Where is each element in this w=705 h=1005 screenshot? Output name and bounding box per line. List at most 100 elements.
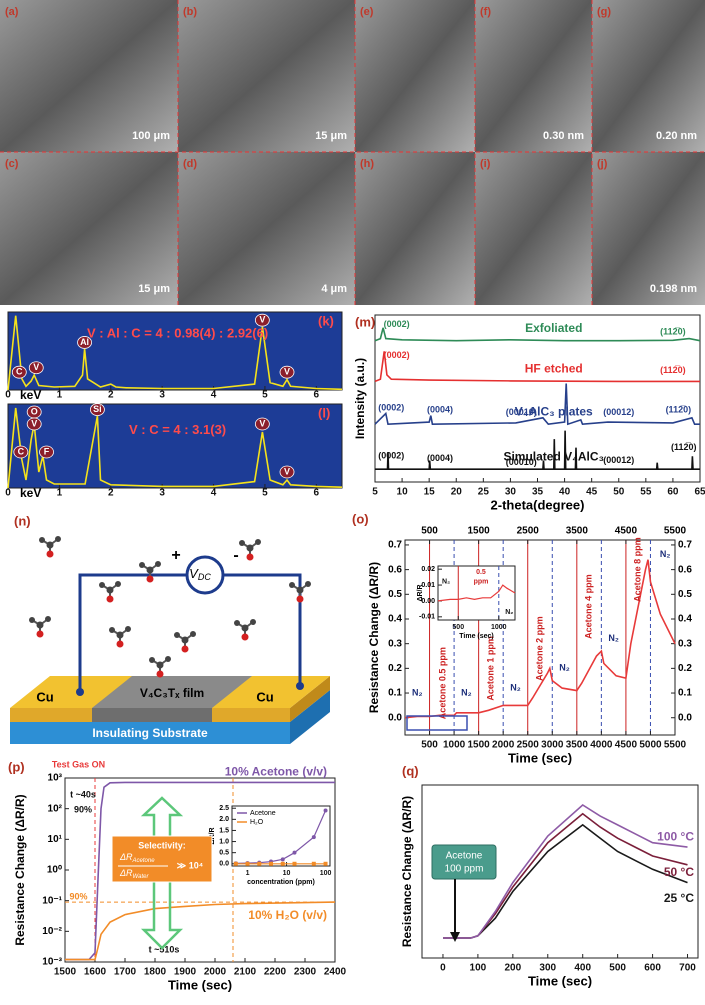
fraction-subscript: Acetone [132, 858, 156, 864]
micrograph [178, 152, 355, 305]
x-tick-label: 2 [108, 390, 114, 401]
x-tick-label: 55 [640, 487, 652, 498]
x-tick-label: 1000 [491, 624, 507, 631]
y-tick-label: 0.4 [388, 614, 402, 625]
x-tick-label: 0 [5, 390, 11, 401]
x-tick-label: 1600 [84, 967, 107, 978]
panel-label: (b) [183, 6, 197, 18]
peak-badge [279, 465, 295, 479]
annotation: V [259, 315, 265, 325]
y-tick-label: 1.0 [219, 838, 229, 845]
point [280, 861, 285, 866]
molecule [28, 615, 52, 639]
panel-label: (c) [5, 158, 19, 170]
callout-text: Acetone [446, 851, 483, 862]
micrograph [355, 152, 475, 305]
contact [296, 682, 304, 690]
x2-tick-label: 500 [421, 526, 438, 537]
x-tick-label: 60 [667, 487, 679, 498]
y2-tick-label: 0.5 [678, 589, 692, 600]
source-subscript: DC [198, 572, 211, 582]
x-tick-label: 1500 [54, 967, 77, 978]
x-tick-label: 10 [283, 870, 291, 877]
scale-label: 15 μm [138, 283, 170, 295]
molecule [98, 580, 122, 604]
x-tick-label: 1 [57, 390, 63, 401]
source-symbol: V [189, 566, 199, 581]
x-tick-label: 2300 [294, 967, 317, 978]
y-axis-label: Resistance Change (ΔR/R) [367, 562, 381, 713]
molecule [238, 538, 262, 562]
x-axis-label: Time (sec) [459, 633, 494, 640]
x-axis-label: keV [20, 388, 41, 402]
panel-label: (m) [355, 314, 375, 329]
y-tick-label: 10⁻¹ [42, 895, 62, 906]
y-tick-label: 0.6 [388, 564, 402, 575]
legend-label: H₂O [250, 819, 264, 826]
micrograph [592, 0, 705, 152]
y2-tick-label: 0.7 [678, 540, 692, 551]
y-tick-label: -0.01 [419, 614, 435, 621]
panel-label: (k) [318, 313, 334, 328]
x-tick-label: 3500 [566, 740, 589, 751]
minus: - [233, 547, 238, 564]
x-tick-label: 700 [679, 963, 696, 974]
y-tick-label: 2.0 [219, 816, 229, 823]
panel-label: (h) [360, 158, 374, 170]
point [233, 861, 238, 866]
x-tick-label: 400 [574, 963, 591, 974]
scale-label: 0.30 nm [543, 130, 584, 142]
x-tick-label: 15 [424, 487, 436, 498]
scale-label: 0.198 nm [650, 283, 697, 295]
point [292, 861, 297, 866]
micrograph [592, 152, 705, 305]
annotation: V : C = 4 : 3.1(3) [129, 422, 226, 437]
panel-label: (n) [14, 513, 31, 528]
annotation: C [18, 446, 25, 456]
annotation: Acetone 2 ppm [534, 616, 544, 681]
y-tick-label: 0.0 [219, 861, 229, 868]
y-tick-label: 1.5 [219, 827, 229, 834]
panel-label: (q) [402, 763, 419, 778]
annotation: t ~510s [149, 945, 180, 955]
electrode-label: Cu [256, 689, 273, 704]
x-tick-label: 5500 [664, 740, 687, 751]
panel-label: (d) [183, 158, 197, 170]
x-tick-label: 300 [539, 963, 556, 974]
y-tick-label: 0.3 [388, 638, 402, 649]
peak-badge [90, 403, 105, 417]
annotation: (0004) [427, 453, 453, 463]
y-tick-label: 10¹ [48, 834, 63, 845]
point [245, 861, 250, 866]
molecule [173, 630, 197, 654]
series-label: 10% Acetone (v/v) [225, 765, 327, 779]
x-tick-label: 2000 [492, 740, 515, 751]
x-tick-label: 6 [314, 390, 320, 401]
x-tick-label: 5000 [639, 740, 662, 751]
x-axis-label: 2-theta(degree) [491, 497, 585, 512]
electrode-label: Cu [36, 689, 53, 704]
x2-tick-label: 2500 [517, 526, 540, 537]
annotation: N₂ [510, 682, 521, 692]
x-tick-label: 5 [262, 488, 268, 499]
y2-tick-label: 0.0 [678, 712, 692, 723]
substrate-side [290, 690, 330, 744]
y-tick-label: 0.0 [388, 712, 402, 723]
peak-badge [13, 445, 29, 459]
x-tick-label: 200 [504, 963, 521, 974]
peak-badge [11, 365, 27, 379]
x-tick-label: 1500 [468, 740, 491, 751]
fraction-term: ΔRAcetone [119, 852, 155, 863]
y-axis-label: Resistance Change (ΔR/R) [13, 794, 27, 945]
y-tick-label: 0.5 [388, 589, 402, 600]
film [92, 676, 252, 708]
annotation: V [284, 367, 290, 377]
x2-tick-label: 3500 [566, 526, 589, 537]
annotation: (00012) [603, 455, 634, 465]
peak-badge [26, 417, 42, 431]
annotation: (0002) [384, 319, 410, 329]
annotation: (00010) [506, 457, 537, 467]
arrow [140, 796, 184, 950]
fraction-symbol: ΔR [119, 868, 133, 878]
